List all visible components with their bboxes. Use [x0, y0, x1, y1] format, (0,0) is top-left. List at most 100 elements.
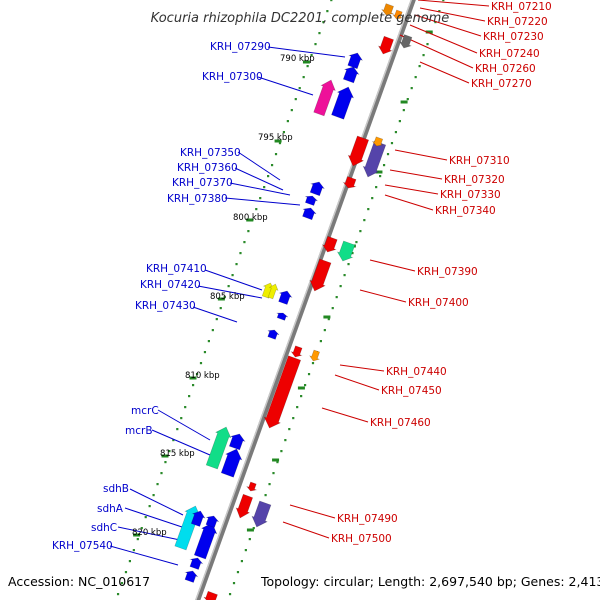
- guide-dot: [402, 109, 405, 112]
- leader-line: [399, 34, 474, 69]
- guide-dot: [255, 208, 258, 211]
- guide-dot: [232, 582, 236, 585]
- guide-dot: [128, 560, 132, 563]
- guide-dot: [215, 318, 218, 321]
- guide-dot: [264, 494, 267, 497]
- gene-label[interactable]: KRH_07430: [135, 300, 196, 312]
- gene-label[interactable]: KRH_07220: [487, 16, 548, 28]
- gene-arrow: [302, 207, 317, 221]
- leader-line: [129, 488, 184, 516]
- leader-line: [124, 507, 186, 529]
- leader-line: [282, 521, 330, 539]
- gene-label[interactable]: KRH_07290: [210, 41, 271, 53]
- guide-dot: [172, 439, 175, 442]
- gene-arrow: [309, 349, 321, 362]
- gene-label[interactable]: KRH_07340: [435, 205, 496, 217]
- gene-arrow: [321, 235, 338, 253]
- gene-label[interactable]: KRH_07300: [202, 71, 263, 83]
- minus-strand-labels: KRH_07290 KRH_07300 KRH_07350 KRH_07360 …: [52, 41, 271, 552]
- genome-backbone: [195, 0, 416, 600]
- gene-label[interactable]: KRH_07410: [146, 263, 207, 275]
- guide-dot: [270, 164, 274, 167]
- tick-mark: [217, 297, 225, 301]
- gene-label[interactable]: KRH_07310: [449, 155, 510, 167]
- gene-label[interactable]: sdhA: [97, 503, 124, 515]
- guide-dot: [306, 65, 309, 68]
- guide-dot: [298, 87, 301, 90]
- guide-dot: [323, 329, 326, 332]
- tick-label: 805 kbp: [210, 292, 245, 302]
- guide-dot: [124, 571, 128, 574]
- guide-dot: [278, 142, 282, 145]
- gene-label[interactable]: KRH_07240: [479, 48, 540, 60]
- leader-line: [197, 285, 263, 299]
- gene-label[interactable]: KRH_07390: [417, 266, 478, 278]
- guide-dot: [318, 32, 321, 35]
- gene-label[interactable]: KRH_07500: [331, 533, 392, 545]
- tick-label: 790 kbp: [280, 54, 315, 64]
- leader-line: [237, 151, 281, 181]
- topology-text: Topology: circular; Length: 2,697,540 bp…: [260, 574, 600, 589]
- leader-line: [359, 289, 407, 303]
- guide-dot: [235, 263, 238, 266]
- gene-arrow: [251, 500, 272, 528]
- guide-dot: [116, 593, 120, 596]
- leader-line: [409, 24, 478, 54]
- guide-dot: [410, 87, 413, 90]
- gene-arrow: [362, 140, 387, 178]
- accession-text: Accession: NC_010617: [8, 574, 150, 589]
- gene-label[interactable]: KRH_07540: [52, 540, 113, 552]
- gene-label[interactable]: KRH_07360: [177, 162, 238, 174]
- gene-label[interactable]: KRH_07450: [381, 385, 442, 397]
- gene-label[interactable]: KRH_07270: [471, 78, 532, 90]
- guide-dot: [375, 186, 378, 189]
- tick-label: 815 kbp: [160, 449, 195, 459]
- guide-dot: [343, 274, 346, 277]
- guide-dot: [272, 472, 275, 475]
- guide-dot: [284, 439, 287, 442]
- gene-arrow: [290, 345, 303, 358]
- gene-arrow: [380, 3, 395, 16]
- gene-label[interactable]: KRH_07260: [475, 63, 536, 75]
- gene-label[interactable]: KRH_07320: [444, 174, 505, 186]
- leader-line: [289, 504, 336, 519]
- gene-arrow: [193, 522, 218, 560]
- gene-label[interactable]: KRH_07490: [337, 513, 398, 525]
- gene-label[interactable]: sdhB: [103, 483, 129, 495]
- guide-dot: [280, 450, 283, 453]
- gene-label[interactable]: KRH_07370: [172, 177, 233, 189]
- gene-label[interactable]: KRH_07420: [140, 279, 201, 291]
- leader-line: [204, 269, 263, 291]
- guide-dot: [268, 483, 271, 486]
- guide-dot: [398, 120, 401, 123]
- guide-dot: [180, 417, 183, 420]
- guide-dot: [120, 582, 124, 585]
- guide-dot: [184, 406, 187, 409]
- leader-line: [117, 526, 181, 541]
- gene-label[interactable]: KRH_07330: [440, 189, 501, 201]
- guide-dot: [330, 0, 333, 2]
- gene-label[interactable]: KRH_07350: [180, 147, 241, 159]
- leader-line: [384, 194, 434, 211]
- tick-labels: 790 kbp 795 kbp 800 kbp 805 kbp 810 kbp …: [132, 54, 315, 538]
- tick-mark: [189, 376, 197, 380]
- gene-label[interactable]: KRH_07400: [408, 297, 469, 309]
- guide-dot: [286, 120, 289, 123]
- tick-mark: [161, 454, 169, 458]
- gene-label[interactable]: mcrB: [125, 425, 153, 437]
- leader-line: [384, 184, 439, 195]
- guide-dot: [394, 131, 398, 134]
- guide-dot: [300, 395, 303, 398]
- gene-label[interactable]: sdhC: [91, 522, 117, 534]
- guide-dot: [211, 329, 214, 332]
- guide-dot: [326, 10, 329, 13]
- gene-label[interactable]: KRH_07230: [483, 31, 544, 43]
- gene-label[interactable]: mcrC: [131, 405, 159, 417]
- gene-label[interactable]: KRH_07460: [370, 417, 431, 429]
- gene-label[interactable]: KRH_07440: [386, 366, 447, 378]
- gene-arrow: [347, 52, 364, 70]
- gene-label[interactable]: KRH_07380: [167, 193, 228, 205]
- guide-dot: [207, 340, 210, 343]
- gene-label[interactable]: KRH_07210: [491, 1, 552, 13]
